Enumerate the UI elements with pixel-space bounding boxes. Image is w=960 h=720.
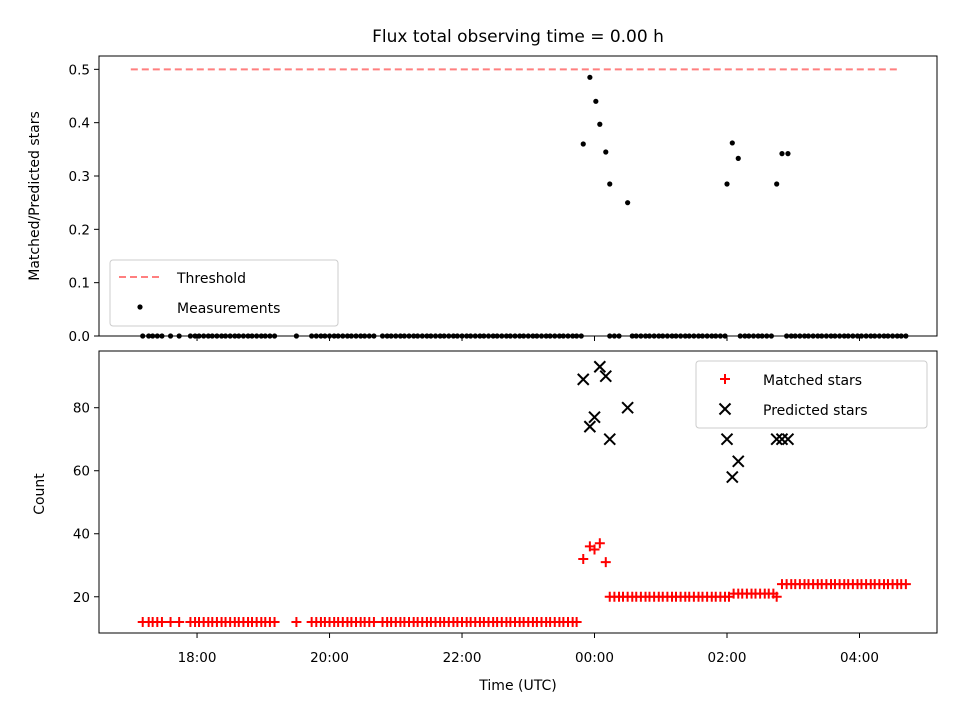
- top-axes-frame: [98, 55, 938, 337]
- x-axis: 18:00 20:00 22:00 00:00 02:00 04:00: [178, 633, 879, 666]
- top-y-tick-label: 0.3: [69, 169, 90, 185]
- matched-star-point: [594, 538, 605, 549]
- predicted-star-point: [583, 420, 597, 433]
- predicted-star-point: [720, 433, 734, 446]
- measurement-point: [779, 151, 785, 157]
- bottom-legend: Matched stars Predicted stars: [695, 360, 928, 429]
- measurement-point: [580, 141, 586, 147]
- legend-measurements-swatch: [137, 304, 143, 310]
- measurement-point: [724, 181, 730, 187]
- matched-star-point: [174, 616, 185, 627]
- predicted-star-point: [599, 369, 612, 383]
- bottom-y-axis: 20 40 60 80: [73, 401, 99, 606]
- top-legend: Threshold Measurements: [109, 259, 339, 327]
- measurement-point: [785, 151, 791, 157]
- predicted-star-point: [577, 373, 590, 386]
- top-y-tick-label: 0.4: [69, 116, 90, 132]
- bottom-axes-frame: [98, 350, 938, 634]
- bottom-y-tick-label: 40: [73, 527, 90, 543]
- top-y-tick-label: 0.5: [69, 62, 90, 78]
- predicted-star-point: [621, 401, 634, 414]
- legend-matched-label: Matched stars: [763, 373, 862, 389]
- measurement-point: [607, 181, 613, 187]
- bottom-y-tick-label: 80: [73, 401, 90, 417]
- predicted-star-point: [732, 455, 745, 468]
- predicted-star-point: [603, 433, 616, 446]
- measurement-point: [625, 200, 631, 206]
- top-y-tick-label: 0.2: [69, 222, 90, 238]
- top-chart-title: Flux total observing time = 0.00 h: [372, 27, 664, 47]
- matched-star-point: [600, 557, 611, 568]
- bottom-y-tick-label: 60: [73, 464, 90, 480]
- legend-matched-swatch: [720, 374, 730, 384]
- top-y-axis-label: Matched/Predicted stars: [27, 111, 43, 281]
- matched-star-point: [165, 616, 176, 627]
- matched-star-point: [589, 544, 600, 555]
- legend-threshold-label: Threshold: [176, 271, 246, 287]
- legend-measurements-label: Measurements: [177, 301, 280, 317]
- bottom-y-tick-label: 20: [73, 590, 90, 606]
- x-tick-label: 04:00: [840, 650, 879, 666]
- x-tick-label: 20:00: [310, 650, 349, 666]
- x-axis-label: Time (UTC): [478, 678, 556, 694]
- matched-star-point: [900, 579, 911, 590]
- matched-star-point: [571, 616, 582, 627]
- measurement-point: [593, 98, 599, 104]
- measurement-point: [603, 149, 609, 155]
- predicted-star-point: [726, 470, 739, 484]
- matched-star-point: [269, 616, 280, 627]
- measurement-point: [735, 155, 741, 161]
- measurement-point: [597, 121, 603, 127]
- legend-predicted-label: Predicted stars: [763, 403, 868, 419]
- top-y-axis: 0.0 0.1 0.2 0.3 0.4 0.5: [69, 62, 860, 345]
- top-y-tick-label: 0.1: [69, 276, 90, 292]
- bottom-legend-box: [695, 360, 928, 429]
- matched-star-point: [768, 588, 779, 599]
- matched-star-point: [578, 553, 589, 564]
- measurement-point: [774, 181, 780, 187]
- top-y-tick-label: 0.0: [69, 329, 90, 345]
- bottom-plot-area: [137, 360, 911, 627]
- matched-star-point: [368, 616, 379, 627]
- x-tick-label: 18:00: [178, 650, 217, 666]
- predicted-star-point: [588, 410, 601, 424]
- top-legend-box: [109, 259, 339, 327]
- predicted-star-point: [770, 433, 783, 446]
- matched-star-point: [291, 616, 302, 627]
- x-tick-label: 00:00: [575, 650, 614, 666]
- predicted-star-point: [593, 360, 607, 373]
- measurement-point: [729, 140, 735, 146]
- measurement-point: [587, 74, 593, 80]
- x-tick-label: 22:00: [443, 650, 482, 666]
- matched-star-point: [156, 616, 167, 627]
- legend-predicted-swatch: [718, 402, 732, 416]
- predicted-star-point: [781, 433, 795, 446]
- x-tick-label: 02:00: [708, 650, 747, 666]
- bottom-y-axis-label: Count: [32, 473, 48, 515]
